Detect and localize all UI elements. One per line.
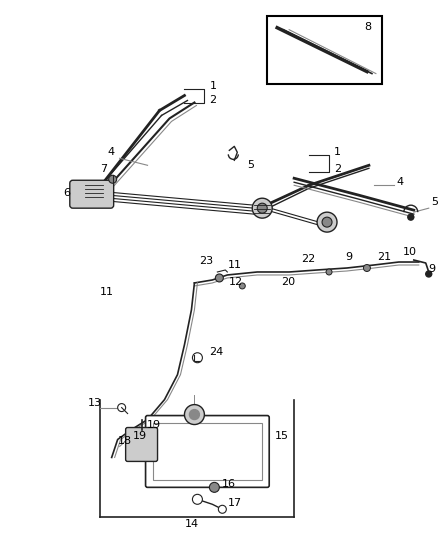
Text: 2: 2 bbox=[209, 95, 216, 106]
Circle shape bbox=[364, 264, 371, 271]
Circle shape bbox=[192, 353, 202, 363]
Text: 20: 20 bbox=[281, 277, 295, 287]
Circle shape bbox=[408, 214, 414, 220]
FancyBboxPatch shape bbox=[70, 180, 114, 208]
Circle shape bbox=[257, 203, 267, 213]
Circle shape bbox=[215, 274, 223, 282]
Text: 23: 23 bbox=[199, 256, 214, 266]
Circle shape bbox=[239, 283, 245, 289]
Circle shape bbox=[109, 175, 117, 183]
Text: 6: 6 bbox=[63, 188, 70, 198]
Circle shape bbox=[118, 403, 126, 411]
Text: 8: 8 bbox=[364, 22, 371, 31]
Text: 13: 13 bbox=[88, 398, 102, 408]
Text: 11: 11 bbox=[227, 260, 241, 270]
Circle shape bbox=[190, 409, 199, 419]
Text: 11: 11 bbox=[100, 287, 114, 297]
Text: 5: 5 bbox=[247, 160, 254, 170]
Text: 4: 4 bbox=[108, 147, 115, 157]
FancyBboxPatch shape bbox=[126, 427, 158, 462]
Text: 9: 9 bbox=[429, 264, 436, 274]
Circle shape bbox=[252, 198, 272, 218]
Text: 12: 12 bbox=[230, 277, 244, 287]
FancyBboxPatch shape bbox=[145, 416, 269, 487]
Text: 19: 19 bbox=[133, 432, 147, 441]
Text: 1: 1 bbox=[209, 80, 216, 91]
Text: 2: 2 bbox=[334, 164, 341, 174]
Text: 9: 9 bbox=[345, 252, 352, 262]
Circle shape bbox=[209, 482, 219, 492]
Circle shape bbox=[317, 212, 337, 232]
Bar bbox=[267, 16, 382, 84]
Text: 4: 4 bbox=[397, 177, 404, 187]
Circle shape bbox=[219, 505, 226, 513]
Circle shape bbox=[131, 429, 138, 434]
Text: 1: 1 bbox=[334, 147, 341, 157]
Text: 24: 24 bbox=[209, 347, 224, 357]
Text: 16: 16 bbox=[221, 479, 235, 489]
Text: 7: 7 bbox=[100, 164, 107, 174]
Circle shape bbox=[426, 271, 432, 277]
Text: 22: 22 bbox=[301, 254, 315, 264]
Circle shape bbox=[184, 405, 205, 425]
Circle shape bbox=[322, 217, 332, 227]
Bar bbox=[152, 423, 262, 480]
Text: 17: 17 bbox=[227, 498, 241, 508]
Text: 14: 14 bbox=[184, 519, 198, 529]
Text: 15: 15 bbox=[275, 432, 289, 441]
Text: 19: 19 bbox=[147, 419, 161, 430]
Circle shape bbox=[326, 269, 332, 275]
Text: 10: 10 bbox=[403, 247, 417, 257]
Text: 5: 5 bbox=[431, 197, 438, 207]
Text: 21: 21 bbox=[377, 252, 391, 262]
Circle shape bbox=[192, 494, 202, 504]
Text: 18: 18 bbox=[118, 437, 132, 447]
